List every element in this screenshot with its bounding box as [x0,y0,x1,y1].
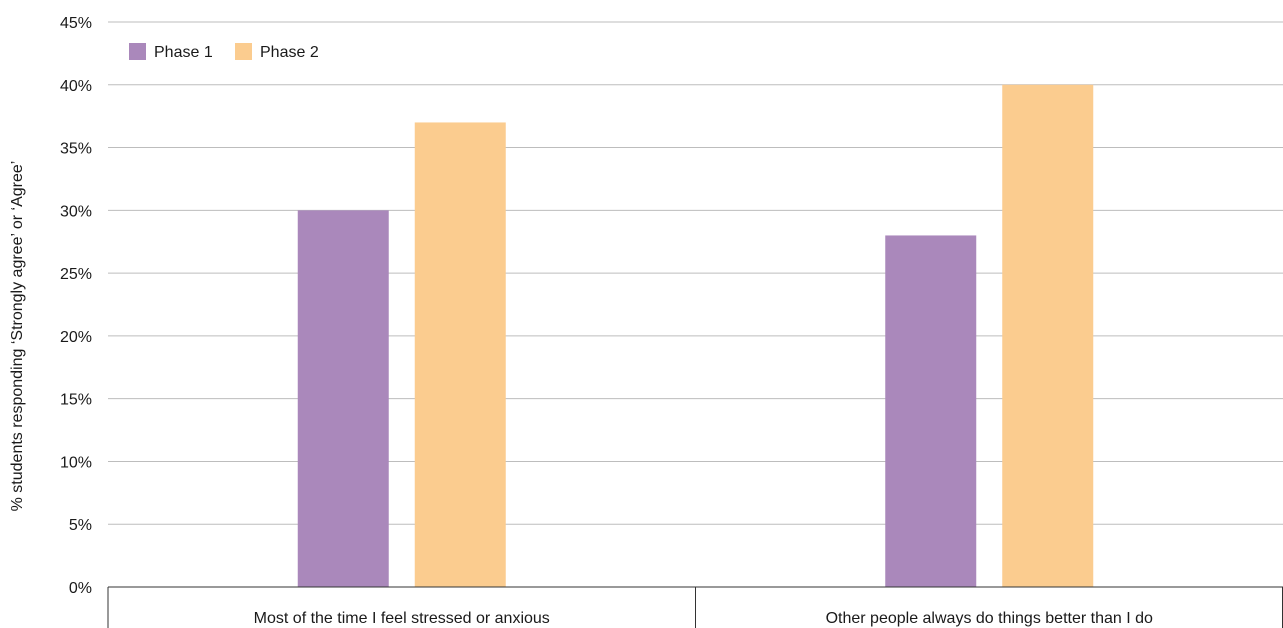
category-label: Most of the time I feel stressed or anxi… [254,610,550,627]
y-axis-title: % students responding ‘Strongly agree’ o… [9,161,26,512]
y-tick-label: 5% [69,517,92,534]
legend-label: Phase 1 [154,44,213,61]
bars [297,84,1094,588]
category-label: Other people always do things better tha… [826,610,1153,627]
bar-phase-2 [1002,84,1094,588]
y-tick-label: 20% [60,329,92,346]
legend: Phase 1 Phase 2 [129,43,319,61]
legend-label: Phase 2 [260,44,319,61]
bar-phase-1 [885,235,977,587]
legend-swatch [235,43,252,60]
y-tick-label: 40% [60,78,92,95]
y-tick-label: 35% [60,141,92,158]
bar-phase-2 [414,122,506,587]
y-tick-label: 10% [60,454,92,471]
gridlines [108,21,1283,525]
x-axis: Most of the time I feel stressed or anxi… [107,586,1283,628]
y-tick-label: 0% [69,580,92,597]
y-tick-label: 15% [60,392,92,409]
legend-swatch [129,43,146,60]
y-tick-label: 45% [60,15,92,32]
y-axis-ticks: 0% 5% 10% 15% 20% 25% 30% 35% 40% 45% [60,15,92,597]
y-tick-label: 30% [60,203,92,220]
bar-phase-1 [297,210,389,588]
y-tick-label: 25% [60,266,92,283]
